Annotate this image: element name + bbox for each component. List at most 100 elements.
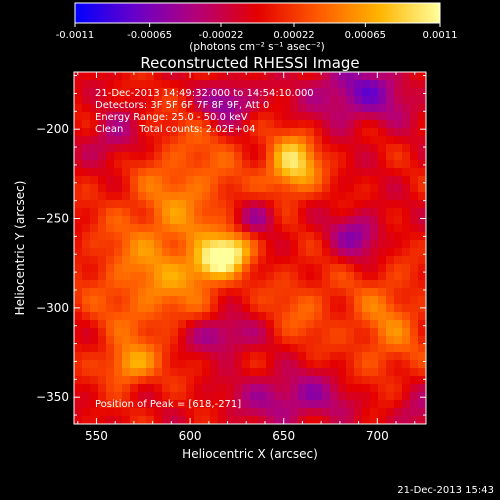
heatmap-cell — [178, 168, 187, 177]
heatmap-cell — [82, 184, 91, 193]
heatmap-cell — [378, 408, 387, 417]
heatmap-cell — [410, 88, 419, 97]
heatmap-cell — [410, 136, 419, 145]
heatmap-cell — [170, 80, 179, 89]
heatmap-cell — [314, 320, 323, 329]
heatmap-cell — [370, 224, 379, 233]
heatmap-cell — [338, 152, 347, 161]
heatmap-cell — [306, 320, 315, 329]
heatmap-cell — [210, 360, 219, 369]
heatmap-cell — [362, 144, 371, 153]
heatmap-cell — [394, 296, 403, 305]
heatmap-cell — [362, 96, 371, 105]
heatmap-cell — [338, 168, 347, 177]
heatmap-cell — [234, 200, 243, 209]
heatmap-cell — [410, 360, 419, 369]
heatmap-cell — [418, 264, 426, 273]
heatmap-cell — [242, 272, 251, 281]
heatmap-cell — [90, 168, 99, 177]
heatmap-cell — [170, 96, 179, 105]
heatmap-cell — [202, 176, 211, 185]
heatmap-cell — [114, 272, 123, 281]
heatmap-cell — [202, 360, 211, 369]
heatmap-cell — [98, 384, 107, 393]
heatmap-cell — [170, 416, 179, 424]
heatmap-cell — [394, 96, 403, 105]
heatmap-cell — [130, 112, 139, 121]
heatmap-cell — [298, 320, 307, 329]
heatmap-cell — [242, 296, 251, 305]
heatmap-cell — [122, 224, 131, 233]
heatmap-cell — [154, 176, 163, 185]
heatmap-cell — [338, 392, 347, 401]
heatmap-cell — [394, 240, 403, 249]
heatmap-cell — [354, 376, 363, 385]
heatmap-cell — [154, 392, 163, 401]
heatmap-cell — [250, 168, 259, 177]
heatmap-cell — [322, 368, 331, 377]
heatmap-cell — [346, 360, 355, 369]
heatmap-cell — [146, 320, 155, 329]
heatmap-cell — [130, 192, 139, 201]
heatmap-cell — [418, 296, 426, 305]
heatmap-cell — [298, 368, 307, 377]
heatmap-cell — [130, 344, 139, 353]
heatmap-cell — [410, 408, 419, 417]
heatmap-cell — [250, 104, 259, 113]
heatmap-cell — [378, 224, 387, 233]
heatmap-cell — [186, 216, 195, 225]
heatmap-cell — [106, 104, 115, 113]
heatmap-cell — [330, 120, 339, 129]
heatmap-cell — [130, 280, 139, 289]
heatmap-cell — [202, 208, 211, 217]
heatmap-cell — [154, 288, 163, 297]
heatmap-cell — [362, 320, 371, 329]
heatmap-cell — [298, 312, 307, 321]
heatmap-cell — [194, 400, 203, 409]
heatmap-cell — [298, 416, 307, 424]
heatmap-cell — [298, 112, 307, 121]
heatmap-cell — [330, 176, 339, 185]
heatmap-cell — [90, 240, 99, 249]
heatmap-cell — [346, 352, 355, 361]
heatmap-cell — [266, 216, 275, 225]
heatmap-cell — [266, 408, 275, 417]
heatmap-cell — [298, 248, 307, 257]
heatmap-cell — [170, 192, 179, 201]
heatmap-cell — [410, 392, 419, 401]
heatmap-cell — [298, 168, 307, 177]
heatmap-cell — [210, 96, 219, 105]
heatmap-cell — [322, 312, 331, 321]
heatmap-cell — [354, 80, 363, 89]
heatmap-cell — [290, 360, 299, 369]
heatmap-cell — [162, 120, 171, 129]
heatmap-cell — [418, 376, 426, 385]
x-tick-label: 600 — [179, 429, 202, 443]
heatmap-cell — [250, 224, 259, 233]
heatmap-cell — [362, 408, 371, 417]
heatmap-cell — [226, 352, 235, 361]
heatmap-cell — [146, 400, 155, 409]
heatmap-cell — [74, 256, 83, 265]
heatmap-cell — [322, 224, 331, 233]
heatmap-cell — [162, 104, 171, 113]
heatmap-cell — [410, 216, 419, 225]
heatmap-cell — [266, 400, 275, 409]
heatmap-cell — [378, 88, 387, 97]
heatmap-cell — [370, 280, 379, 289]
heatmap-cell — [218, 360, 227, 369]
heatmap-cell — [258, 256, 267, 265]
heatmap-cell — [218, 160, 227, 169]
heatmap-cell — [258, 352, 267, 361]
heatmap-cell — [330, 312, 339, 321]
heatmap-cell — [330, 256, 339, 265]
heatmap-cell — [106, 248, 115, 257]
heatmap-cell — [154, 272, 163, 281]
heatmap-cell — [346, 184, 355, 193]
heatmap-cell — [82, 120, 91, 129]
heatmap-cell — [162, 336, 171, 345]
heatmap-cell — [338, 304, 347, 313]
heatmap-cell — [90, 104, 99, 113]
heatmap-cell — [226, 88, 235, 97]
heatmap-cell — [186, 400, 195, 409]
